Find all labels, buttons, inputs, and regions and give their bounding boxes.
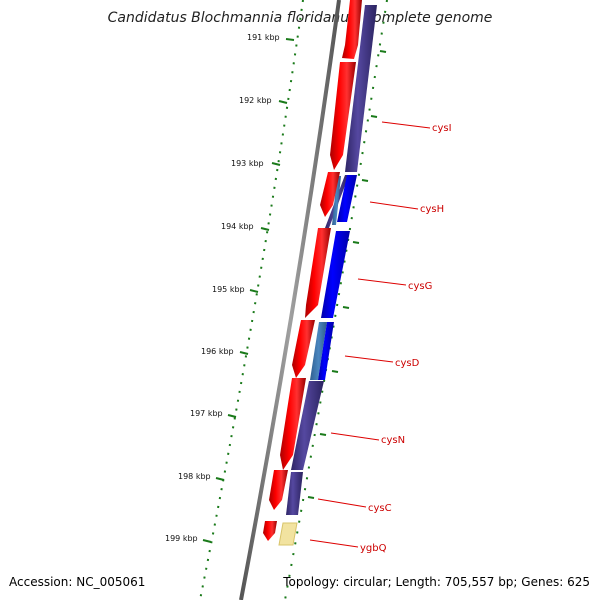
cds-arrow-1 [342, 0, 362, 59]
kbp-tick-191 [285, 38, 295, 41]
length-value: 705,557 bp; [444, 575, 518, 589]
blast-light-cysH [332, 176, 341, 225]
kbp-tick-195 [249, 289, 259, 293]
kbp-tick-194 [260, 227, 270, 231]
kbp-tick-197 [227, 414, 237, 418]
blast-hit-cysD [318, 322, 334, 380]
gene-label-cysD[interactable]: cysD [395, 358, 420, 369]
gene-labels: cysI cysH cysG cysD cysN cysC ygbQ [309, 121, 452, 554]
inner-track-ticks [307, 50, 387, 499]
topology-label: Topology: [283, 575, 340, 589]
kbp-tick-193 [271, 162, 281, 166]
kbp-label-199: 199 kbp [165, 534, 198, 543]
kbp-tick-199 [202, 539, 212, 543]
orf-block-cysN [291, 381, 324, 470]
cds-arrow-cysI [330, 62, 356, 170]
kbp-label-196: 196 kbp [201, 347, 234, 356]
accession-label: Accession: [9, 575, 73, 589]
accession-info: Accession: NC_005061 [9, 575, 145, 589]
cds-arrow-ygbQ [263, 521, 277, 541]
genome-backbone [239, 0, 341, 600]
gene-leader-cysG [357, 278, 407, 286]
unknown-block-ygbQ [278, 522, 298, 546]
cds-arrow-cysC [269, 470, 288, 510]
gene-leader-cysI [381, 121, 431, 129]
blast-hit-cysG [321, 231, 350, 318]
kbp-label-193: 193 kbp [231, 159, 264, 168]
gene-label-ygbQ[interactable]: ygbQ [360, 543, 387, 554]
accession-value: NC_005061 [76, 575, 146, 589]
gene-label-cysC[interactable]: cysC [368, 503, 392, 514]
genes-count-label: Genes: [521, 575, 564, 589]
cds-arrow-cysG [305, 228, 331, 318]
kbp-label-194: 194 kbp [221, 222, 254, 231]
outer-tick-track [199, 0, 304, 600]
gene-label-cysI[interactable]: cysI [432, 123, 452, 134]
kbp-ticks: 191 kbp 192 kbp 193 kbp 194 kbp 195 kbp … [165, 33, 295, 543]
gene-label-cysN[interactable]: cysN [381, 435, 405, 446]
kbp-label-191: 191 kbp [247, 33, 280, 42]
gene-label-cysG[interactable]: cysG [408, 281, 432, 292]
orf-block-cysC [286, 472, 303, 515]
kbp-label-197: 197 kbp [190, 409, 223, 418]
kbp-label-195: 195 kbp [212, 285, 245, 294]
genes-count-value: 625 [567, 575, 590, 589]
gene-leader-cysD [344, 355, 394, 363]
blast-hit-cysH [337, 175, 357, 222]
length-label: Length: [395, 575, 441, 589]
cds-arrow-cysN [280, 378, 306, 470]
gene-label-cysH[interactable]: cysH [420, 204, 444, 215]
gene-leader-cysH [369, 201, 419, 210]
kbp-tick-198 [215, 477, 225, 481]
kbp-label-192: 192 kbp [239, 96, 272, 105]
gene-leader-cysN [330, 432, 380, 441]
topology-value: circular; [343, 575, 392, 589]
cds-arrow-cysH [320, 172, 340, 217]
gene-leader-cysC [317, 498, 367, 508]
kbp-tick-192 [278, 100, 288, 104]
blast-light-cysD [310, 322, 327, 380]
kbp-label-198: 198 kbp [178, 472, 211, 481]
genome-stats: Topology: circular; Length: 705,557 bp; … [283, 575, 590, 589]
orf-block-cysI [345, 5, 377, 172]
kbp-tick-196 [239, 351, 249, 355]
cds-arrow-cysD [292, 320, 315, 378]
gene-leader-ygbQ [309, 539, 359, 548]
